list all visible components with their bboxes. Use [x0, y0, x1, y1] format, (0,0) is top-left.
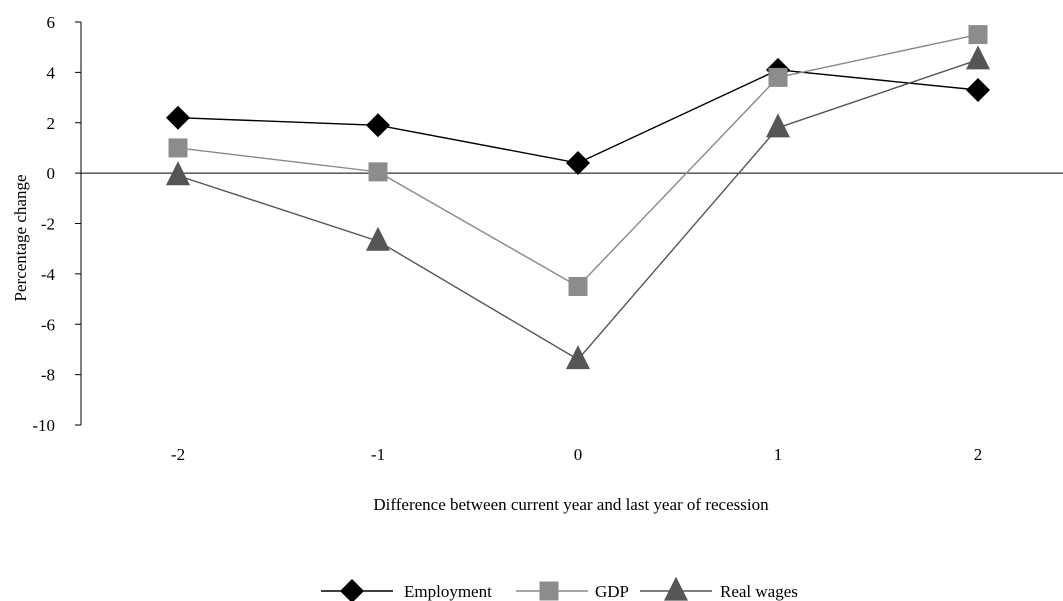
- series-line: [177, 59, 979, 361]
- series-real-wages: [166, 45, 990, 370]
- legend-marker-triangle: [664, 576, 688, 601]
- x-tick-label: -1: [371, 445, 385, 464]
- legend-item: Real wages: [640, 576, 798, 601]
- y-tick-label: -4: [41, 265, 56, 284]
- data-point-diamond: [966, 78, 990, 103]
- series-line: [177, 69, 979, 164]
- data-point-square: [968, 25, 988, 45]
- y-axis-title: Percentage change: [11, 175, 30, 302]
- y-tick-label: -2: [41, 215, 55, 234]
- data-point-triangle: [566, 345, 590, 370]
- legend-marker-square: [539, 581, 559, 601]
- data-point-triangle: [966, 45, 990, 70]
- x-tick-label: 2: [974, 445, 983, 464]
- x-tick-label: -2: [171, 445, 185, 464]
- data-point-square: [768, 67, 788, 87]
- y-tick-label: -10: [32, 416, 55, 435]
- data-point-square: [368, 162, 388, 182]
- series-gdp: [168, 25, 988, 296]
- y-tick-label: -8: [41, 366, 55, 385]
- y-tick-label: -6: [41, 315, 55, 334]
- legend-marker-diamond: [340, 579, 364, 601]
- data-point-square: [568, 276, 588, 296]
- data-point-triangle: [166, 161, 190, 186]
- x-axis-title: Difference between current year and last…: [373, 495, 769, 514]
- data-point-triangle: [766, 113, 790, 138]
- x-tick-label: 0: [574, 445, 583, 464]
- legend-label: GDP: [595, 582, 629, 601]
- data-point-diamond: [166, 105, 190, 130]
- y-tick-label: 0: [47, 164, 56, 183]
- y-tick-label: 4: [47, 63, 56, 82]
- legend-label: Real wages: [720, 582, 798, 601]
- data-point-diamond: [366, 113, 390, 138]
- y-tick-label: 2: [47, 114, 56, 133]
- legend: Employment GDP Real wages: [321, 576, 798, 601]
- legend-item: GDP: [516, 581, 629, 601]
- series-employment: [166, 57, 990, 176]
- legend-item: Employment: [321, 579, 492, 601]
- plot-series: [166, 25, 990, 370]
- legend-label: Employment: [404, 582, 492, 601]
- data-point-diamond: [566, 151, 590, 176]
- x-tick-label: 1: [774, 445, 783, 464]
- data-point-square: [168, 138, 188, 158]
- data-point-triangle: [366, 226, 390, 251]
- y-tick-label: 6: [47, 13, 56, 32]
